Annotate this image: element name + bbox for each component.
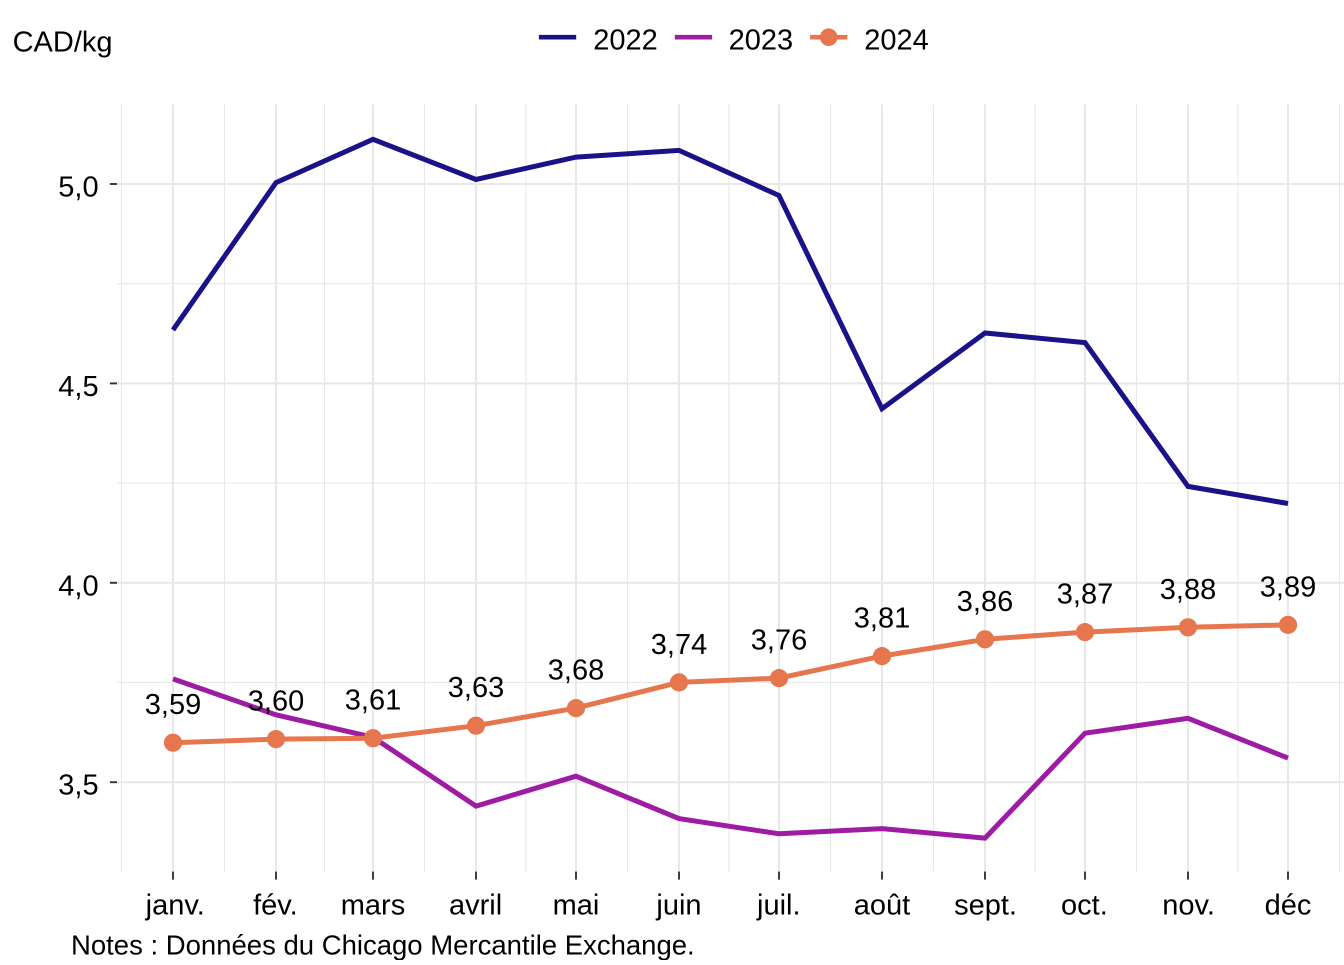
- svg-text:3,81: 3,81: [854, 603, 910, 635]
- svg-text:3,86: 3,86: [957, 586, 1013, 618]
- svg-text:3,5: 3,5: [58, 770, 98, 802]
- svg-text:2023: 2023: [729, 24, 794, 56]
- svg-text:3,68: 3,68: [548, 655, 604, 687]
- svg-text:juin: juin: [655, 890, 701, 922]
- svg-text:juil.: juil.: [756, 890, 801, 922]
- svg-text:3,74: 3,74: [651, 629, 707, 661]
- svg-text:avril: avril: [449, 890, 502, 922]
- svg-text:août: août: [854, 890, 910, 922]
- svg-text:3,60: 3,60: [248, 686, 304, 718]
- svg-text:sept.: sept.: [954, 890, 1017, 922]
- svg-text:3,59: 3,59: [145, 689, 201, 721]
- svg-text:CAD/kg: CAD/kg: [13, 27, 113, 59]
- svg-text:mai: mai: [553, 890, 600, 922]
- svg-text:oct.: oct.: [1061, 890, 1108, 922]
- svg-text:5,0: 5,0: [58, 172, 98, 204]
- svg-text:mars: mars: [341, 890, 405, 922]
- svg-text:Notes : Données du Chicago Mer: Notes : Données du Chicago Mercantile Ex…: [71, 930, 695, 960]
- svg-text:3,63: 3,63: [448, 672, 504, 704]
- svg-text:nov.: nov.: [1162, 890, 1215, 922]
- svg-text:3,89: 3,89: [1260, 571, 1316, 603]
- svg-text:2022: 2022: [593, 24, 658, 56]
- svg-text:2024: 2024: [864, 24, 929, 56]
- svg-text:3,87: 3,87: [1057, 579, 1113, 611]
- svg-text:4,5: 4,5: [58, 371, 98, 403]
- svg-text:fév.: fév.: [253, 890, 298, 922]
- svg-text:janv.: janv.: [145, 890, 205, 922]
- svg-text:3,88: 3,88: [1160, 574, 1216, 606]
- svg-text:3,76: 3,76: [751, 625, 807, 657]
- svg-text:déc: déc: [1265, 890, 1312, 922]
- svg-text:4,0: 4,0: [58, 570, 98, 602]
- svg-text:3,61: 3,61: [345, 685, 401, 717]
